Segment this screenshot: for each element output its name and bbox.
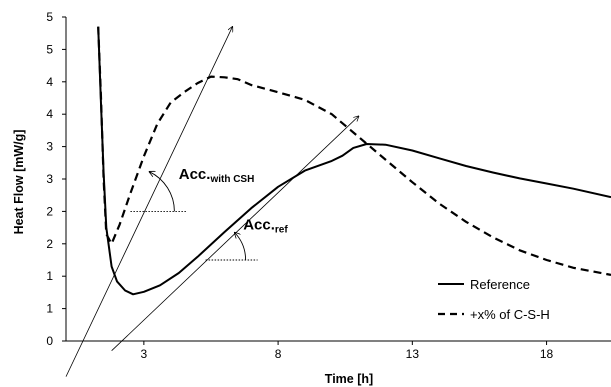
series-line-csh — [97, 26, 611, 276]
tick-labels: 0 1 1 2 2 3 3 4 4 5 5 3 8 13 18 — [46, 10, 553, 361]
x-tick-label: 13 — [406, 347, 420, 361]
y-axis-title: Heat Flow [mW/g] — [12, 130, 26, 235]
x-tick-label: 3 — [141, 347, 148, 361]
annotation-label-2: Acc.ref — [243, 217, 288, 236]
y-tick-label: 4 — [46, 107, 53, 121]
y-tick-label: 2 — [46, 237, 53, 251]
y-tick-label: 5 — [46, 10, 53, 24]
y-tick-label: 1 — [46, 269, 53, 283]
y-tick-label: 3 — [46, 140, 53, 154]
x-tick-label: 8 — [275, 347, 282, 361]
series-line-reference — [97, 26, 611, 296]
legend: Reference +x% of C-S-H — [438, 277, 550, 322]
y-tick-label: 2 — [46, 204, 53, 218]
tangent-line-1 — [65, 27, 232, 377]
x-axis-title: Time [h] — [325, 372, 373, 386]
x-tick-label: 18 — [540, 347, 554, 361]
tangent-lines — [65, 27, 359, 377]
y-tick-label: 0 — [46, 334, 53, 348]
angle-arc-1 — [149, 172, 175, 212]
plot-area: Acc.with CSH Acc.ref 0 1 1 2 2 3 3 4 4 5 5 3 8 13 18 — [46, 10, 611, 377]
y-tick-label: 4 — [46, 75, 53, 89]
legend-label-csh: +x% of C-S-H — [470, 307, 550, 322]
y-tick-label: 3 — [46, 172, 53, 186]
annotation-label-1: Acc.with CSH — [179, 166, 255, 185]
legend-label-reference: Reference — [470, 277, 530, 292]
y-tick-label: 1 — [46, 302, 53, 316]
angle-annotations: Acc.with CSH Acc.ref — [130, 166, 288, 261]
axes — [65, 17, 611, 342]
angle-arc-2 — [235, 233, 247, 261]
series-lines — [97, 26, 611, 296]
y-tick-label: 5 — [46, 42, 53, 56]
